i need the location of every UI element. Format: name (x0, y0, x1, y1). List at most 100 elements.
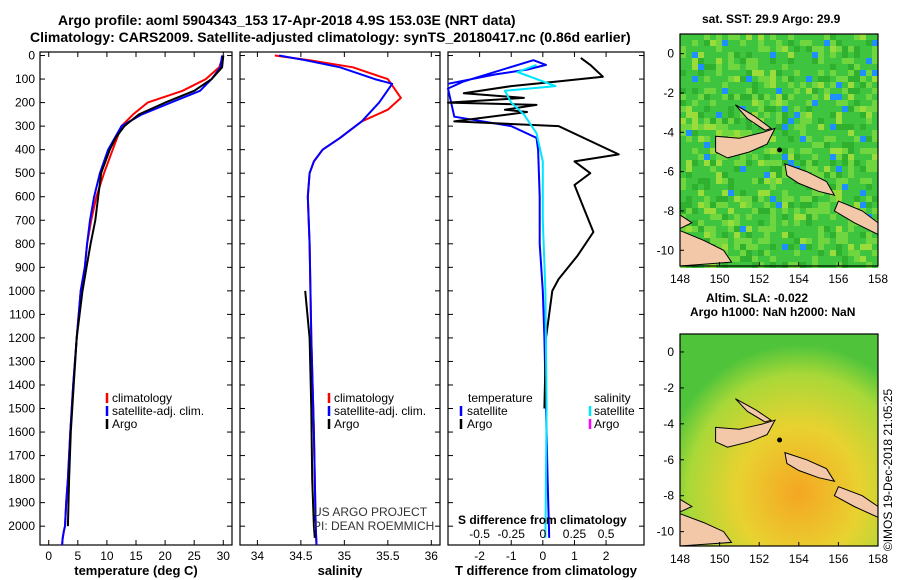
sst-cell (812, 202, 818, 208)
sst-cell (836, 52, 842, 58)
sst-cell (794, 100, 800, 106)
sst-cell (686, 130, 692, 136)
sst-cell (734, 112, 740, 118)
sst-cell (854, 196, 860, 202)
sst-cell (824, 178, 830, 184)
sst-cell (746, 52, 752, 58)
sst-cell (710, 64, 716, 70)
sst-cell (830, 34, 836, 40)
sst-cell (854, 232, 860, 238)
sst-cell (740, 184, 746, 190)
sst-cell (842, 88, 848, 94)
x-tick-label: 0 (539, 549, 546, 563)
sst-cell (872, 82, 878, 88)
sst-cell (686, 172, 692, 178)
sst-cell (746, 88, 752, 94)
sst-cell (722, 82, 728, 88)
depth-tick-label: 1400 (8, 378, 35, 392)
sst-cell (860, 160, 866, 166)
sst-cell (734, 202, 740, 208)
sst-cell (842, 70, 848, 76)
sst-cell (758, 106, 764, 112)
sst-cell (710, 202, 716, 208)
sst-cell (710, 190, 716, 196)
map-lat-label: -8 (663, 489, 674, 503)
sst-cell (842, 148, 848, 154)
sst-cell (860, 232, 866, 238)
sst-cell (770, 40, 776, 46)
sst-cell (812, 244, 818, 250)
sst-cell (770, 214, 776, 220)
sst-cell (860, 166, 866, 172)
sst-cell (872, 76, 878, 82)
sst-cell (716, 190, 722, 196)
sst-cell (740, 196, 746, 202)
sst-cell (770, 238, 776, 244)
sst-cell (782, 190, 788, 196)
sst-cell (698, 64, 704, 70)
sst-cell (740, 100, 746, 106)
sst-cell (740, 124, 746, 130)
sst-cell (680, 94, 686, 100)
sst-cell (788, 112, 794, 118)
sst-cell (722, 208, 728, 214)
sst-cell (746, 226, 752, 232)
sst-cell (692, 58, 698, 64)
sst-cell (734, 58, 740, 64)
sst-cell (764, 202, 770, 208)
series-line-satellite-adj-clim- (278, 54, 394, 546)
sst-cell (866, 232, 872, 238)
sst-cell (848, 106, 854, 112)
sst-cell (734, 94, 740, 100)
legend-label: Argo (334, 417, 360, 431)
sst-cell (680, 70, 686, 76)
sst-cell (686, 88, 692, 94)
sst-cell (752, 112, 758, 118)
sst-cell (704, 232, 710, 238)
sst-cell (782, 184, 788, 190)
sst-cell (770, 208, 776, 214)
sst-cell (722, 52, 728, 58)
sst-cell (848, 88, 854, 94)
sst-cell (794, 118, 800, 124)
land-mass (735, 104, 773, 131)
sst-cell (704, 262, 710, 268)
depth-tick-label: 100 (15, 72, 35, 86)
sst-cell (734, 100, 740, 106)
legend-label: satellite-adj. clim. (334, 404, 426, 418)
sst-cell (716, 238, 722, 244)
sst-cell (842, 106, 848, 112)
sst-cell (872, 106, 878, 112)
sst-cell (842, 178, 848, 184)
sst-cell (848, 226, 854, 232)
sst-cell (692, 196, 698, 202)
sst-cell (812, 262, 818, 268)
sst-cell (776, 142, 782, 148)
sst-cell (686, 214, 692, 220)
sst-cell (854, 112, 860, 118)
map-lat-label: 0 (667, 345, 674, 359)
sst-cell (806, 100, 812, 106)
sst-cell (788, 130, 794, 136)
sst-cell (716, 262, 722, 268)
sst-cell (722, 70, 728, 76)
sst-cell (806, 124, 812, 130)
sst-cell (710, 70, 716, 76)
sst-cell (812, 148, 818, 154)
sst-cell (788, 148, 794, 154)
sst-cell (728, 232, 734, 238)
sst-cell (704, 88, 710, 94)
sst-cell (848, 148, 854, 154)
sst-cell (806, 88, 812, 94)
series-line-t-satellite (447, 59, 551, 538)
sst-cell (680, 82, 686, 88)
sst-cell (842, 40, 848, 46)
sst-cell (788, 178, 794, 184)
sst-cell (806, 136, 812, 142)
sst-cell (842, 250, 848, 256)
sst-cell (758, 100, 764, 106)
sst-cell (704, 220, 710, 226)
sst-cell (866, 262, 872, 268)
sst-cell (770, 136, 776, 142)
sst-cell (872, 94, 878, 100)
